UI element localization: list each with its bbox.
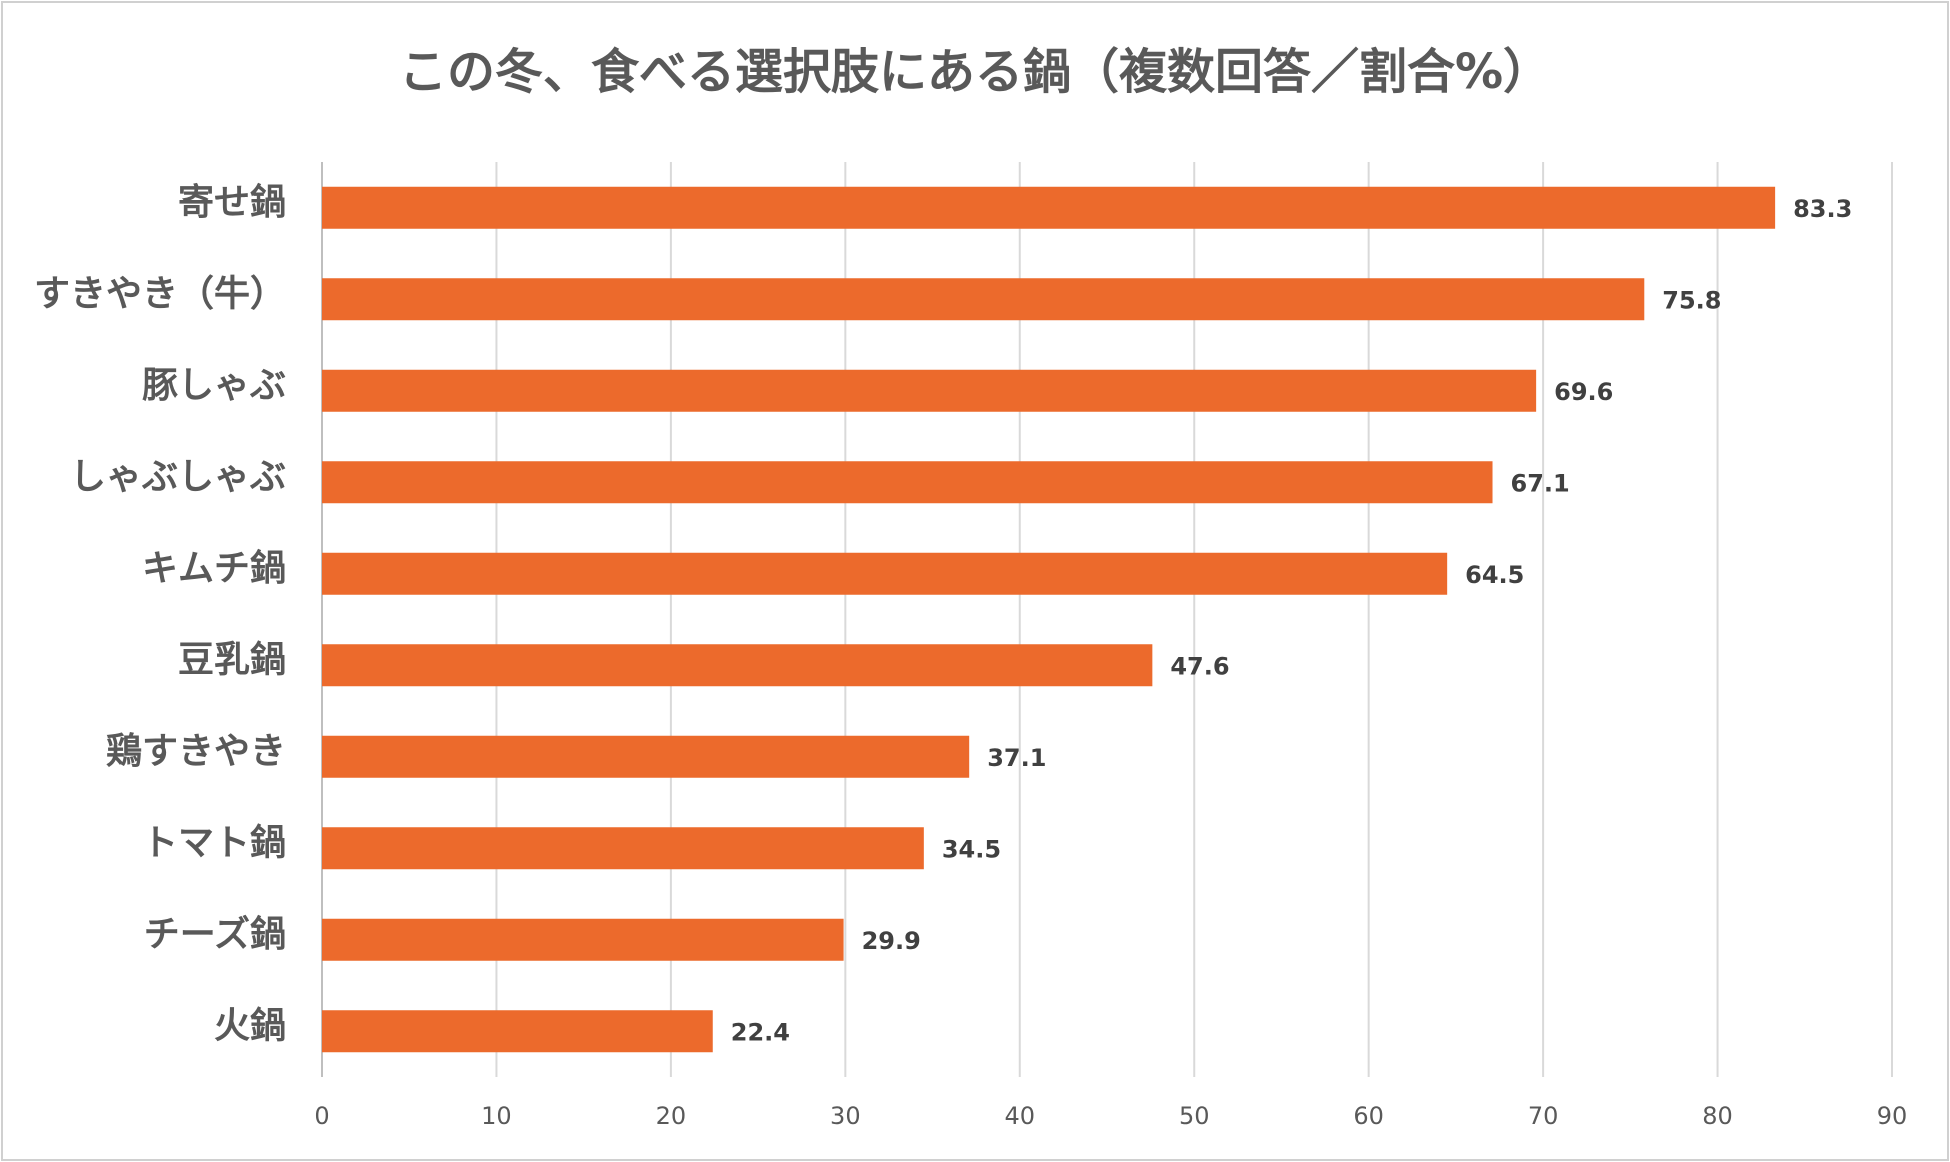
y-tick-label: 寄せ鍋 [178, 181, 286, 223]
value-label: 64.5 [1465, 561, 1524, 589]
value-label: 75.8 [1662, 286, 1721, 314]
value-label: 67.1 [1511, 469, 1570, 497]
value-label: 83.3 [1793, 195, 1852, 223]
bar [322, 644, 1153, 687]
x-tick-label: 60 [1353, 1102, 1384, 1130]
y-tick-label: キムチ鍋 [142, 547, 286, 589]
bar [322, 369, 1537, 412]
x-tick-label: 90 [1877, 1102, 1908, 1130]
y-tick-label: トマト鍋 [142, 821, 286, 863]
y-tick-label: すきやき（牛） [34, 273, 286, 314]
bar [322, 735, 970, 778]
value-label: 47.6 [1170, 652, 1229, 680]
bar [322, 186, 1776, 229]
y-tick-label: 豚しゃぶ [142, 365, 286, 406]
bar [322, 278, 1645, 321]
bar [322, 918, 844, 961]
value-label: 29.9 [862, 927, 921, 955]
x-tick-label: 50 [1179, 1102, 1210, 1130]
x-tick-label: 20 [656, 1102, 687, 1130]
value-label: 69.6 [1554, 378, 1613, 406]
chart-title: この冬、食べる選択肢にある鍋（複数回答／割合%） [399, 44, 1551, 100]
bar [322, 461, 1493, 504]
x-tick-label: 40 [1005, 1102, 1036, 1130]
value-label: 37.1 [987, 744, 1046, 772]
y-tick-label: 鶏すきやき [106, 731, 286, 772]
x-tick-label: 10 [481, 1102, 512, 1130]
x-tick-label: 70 [1528, 1102, 1559, 1130]
y-tick-label: 火鍋 [214, 1004, 286, 1046]
value-label: 34.5 [942, 835, 1001, 863]
y-tick-label: 豆乳鍋 [178, 638, 286, 680]
bar [322, 827, 924, 870]
x-tick-label: 30 [830, 1102, 861, 1130]
y-tick-label: チーズ鍋 [144, 913, 286, 955]
x-tick-label: 80 [1702, 1102, 1733, 1130]
value-label: 22.4 [731, 1018, 790, 1046]
bar [322, 1010, 713, 1053]
x-tick-label: 0 [314, 1102, 329, 1130]
bar [322, 552, 1448, 595]
y-tick-label: しゃぶしゃぶ [70, 456, 286, 497]
